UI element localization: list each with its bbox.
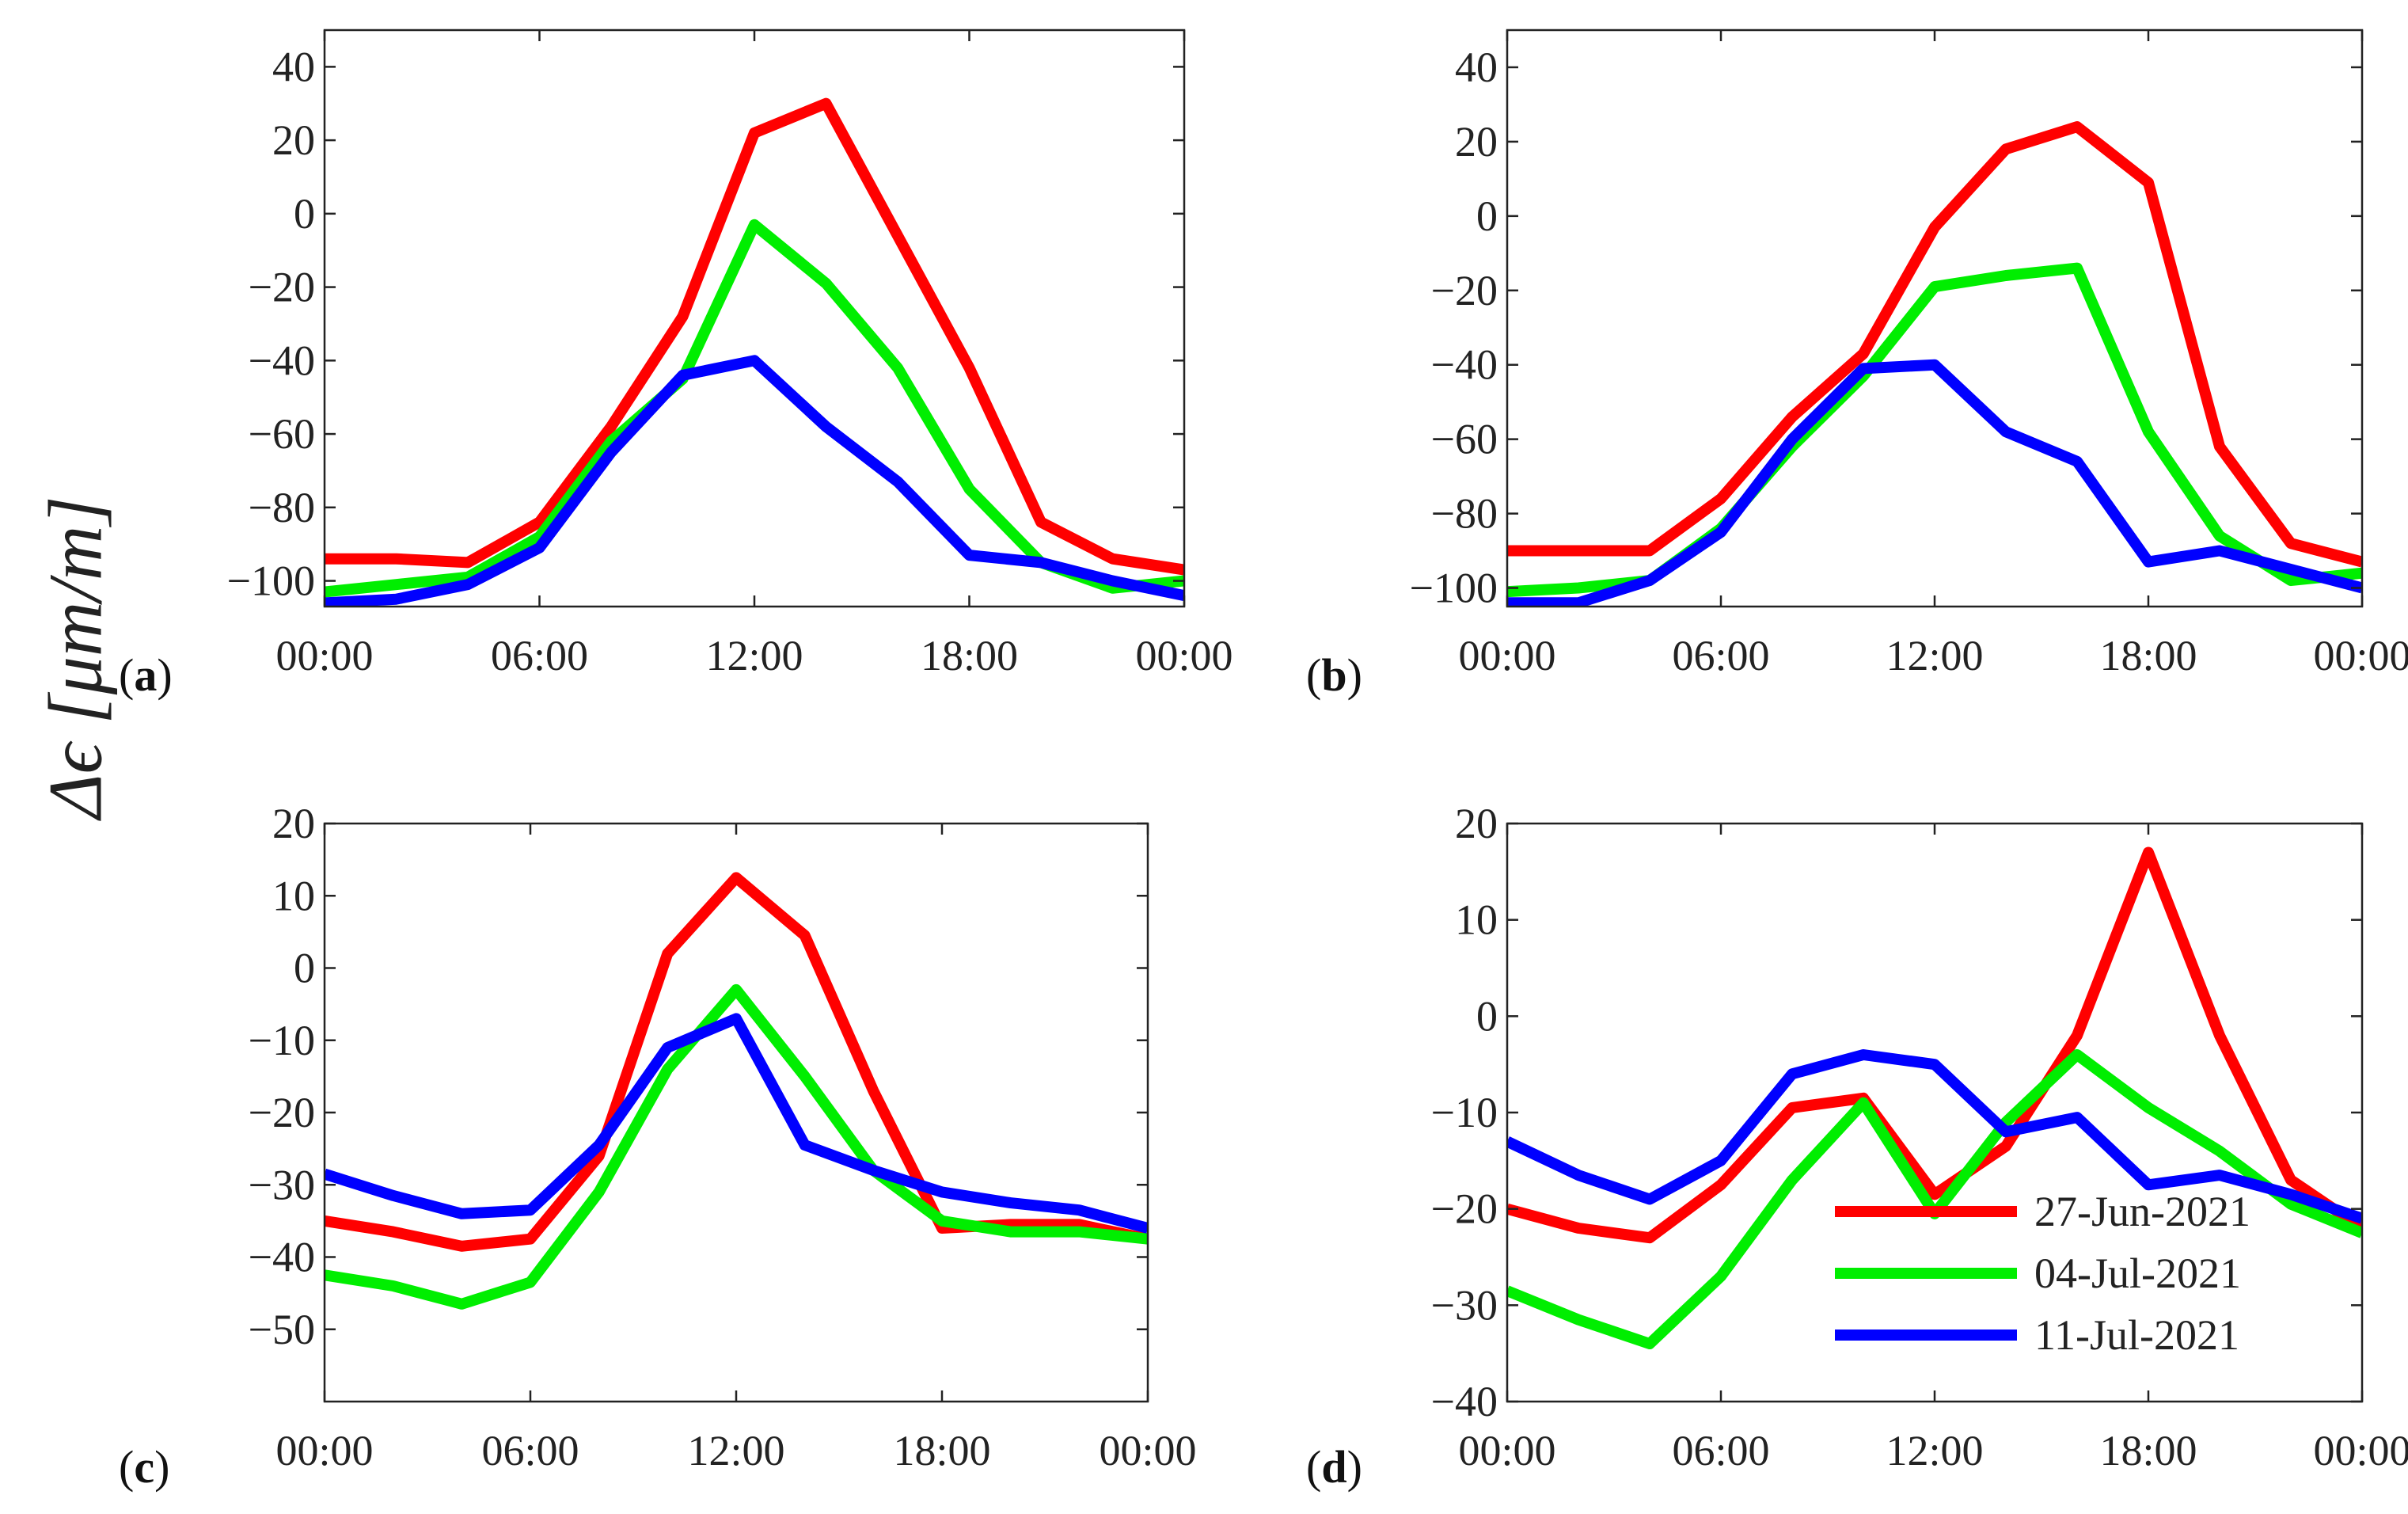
series-line-11-jul-2021: [325, 355, 1184, 607]
panel-label: (c): [119, 1441, 169, 1493]
y-tick-label: −20: [249, 264, 315, 311]
legend-label: 27-Jun-2021: [2034, 1188, 2250, 1235]
chart-panel-4: 00:00 06:00 12:00 18:00 00:00−40−30−20−10010…: [1306, 800, 2408, 1493]
series-line-04-jul-2021: [325, 219, 1184, 598]
panel-label: (a): [119, 649, 173, 701]
shared-ylabel: Δϵ [μm/m]: [32, 496, 118, 819]
series-line-27-jun-2021: [325, 97, 1184, 576]
y-tick-label: −80: [1431, 490, 1498, 538]
x-tick-label: 18:00: [2099, 632, 2197, 679]
y-tick-label: −40: [1431, 341, 1498, 389]
y-tick-label: −100: [1410, 565, 1498, 612]
y-tick-label: −40: [249, 1234, 315, 1281]
x-tick-label: 06:00: [1672, 1427, 1769, 1474]
legend-label: 04-Jul-2021: [2034, 1250, 2241, 1297]
x-tick-label: 12:00: [1886, 1427, 1983, 1474]
x-tick-label: 00:00: [1099, 1427, 1196, 1474]
x-tick-label: 00:00: [1458, 1427, 1555, 1474]
y-tick-label: 20: [272, 116, 315, 164]
panel-label: (b): [1306, 649, 1362, 701]
series-line-11-jul-2021: [325, 1013, 1148, 1234]
x-tick-label: 06:00: [481, 1427, 579, 1474]
series-line-27-jun-2021: [1507, 121, 2362, 568]
y-tick-label: 0: [294, 945, 315, 992]
y-tick-label: −60: [1431, 416, 1498, 463]
series-line-04-jul-2021: [325, 983, 1148, 1310]
series-line-27-jun-2021: [325, 872, 1148, 1252]
x-tick-label: 12:00: [687, 1427, 784, 1474]
x-tick-label: 00:00: [275, 1427, 373, 1474]
y-tick-label: 0: [1476, 192, 1498, 240]
y-tick-label: 20: [272, 800, 315, 847]
y-tick-label: −30: [1431, 1281, 1498, 1329]
y-tick-label: −10: [249, 1017, 315, 1064]
y-tick-label: −30: [249, 1161, 315, 1208]
x-tick-label: 06:00: [491, 632, 588, 679]
y-tick-label: −60: [249, 410, 315, 458]
y-tick-label: −100: [227, 557, 315, 605]
y-tick-label: 40: [272, 43, 315, 90]
x-tick-label: 18:00: [921, 632, 1018, 679]
series-line-11-jul-2021: [1507, 1049, 2362, 1224]
y-tick-label: 10: [1455, 896, 1498, 944]
y-tick-label: 20: [1455, 800, 1498, 847]
x-tick-label: 00:00: [1458, 632, 1555, 679]
x-tick-label: 18:00: [2099, 1427, 2197, 1474]
legend: 27-Jun-2021 04-Jul-2021 11-Jul-2021: [1835, 1188, 2250, 1359]
y-tick-label: 10: [272, 872, 315, 919]
series-line-04-jul-2021: [1507, 262, 2362, 598]
y-tick-label: −40: [249, 337, 315, 384]
shared-ylabel-wrap: Δϵ [μm/m]: [24, 372, 127, 942]
y-tick-label: 20: [1455, 118, 1498, 165]
y-tick-label: 0: [294, 190, 315, 238]
y-tick-label: 40: [1455, 44, 1498, 91]
chart-panel-2: 00:00 06:00 12:00 18:00 00:00 −100 −80 −60 −40 −2…: [1306, 29, 2408, 701]
x-tick-label: 00:00: [2313, 1427, 2408, 1474]
x-tick-label: 18:00: [893, 1427, 990, 1474]
y-tick-label: −50: [249, 1306, 315, 1353]
axes-frame: [1506, 29, 2364, 608]
x-tick-label: 12:00: [705, 632, 803, 679]
legend-label: 11-Jul-2021: [2034, 1311, 2239, 1359]
panel-label: (d): [1306, 1441, 1362, 1493]
y-tick-label: −80: [249, 484, 315, 531]
y-tick-label: −40: [1431, 1378, 1498, 1425]
y-tick-label: −20: [1431, 267, 1498, 314]
x-tick-label: 00:00: [275, 632, 373, 679]
chart-panel-1: 00:00 06:00 12:00 18:00 00:00 −100 −80 −60 −40 −2…: [119, 29, 1233, 701]
y-tick-label: −20: [1431, 1185, 1498, 1233]
x-tick-label: 00:00: [1135, 632, 1232, 679]
x-tick-label: 06:00: [1672, 632, 1769, 679]
x-tick-label: 00:00: [2313, 632, 2408, 679]
series-line-27-jun-2021: [1507, 846, 2362, 1244]
chart-panel-3: 00:00 06:00 12:00 18:00 00:00 −50 −40 −30 −20 −10…: [119, 800, 1197, 1493]
y-tick-label: −10: [1431, 1089, 1498, 1136]
axes-frame: [323, 29, 1186, 608]
y-tick-label: 0: [1476, 992, 1498, 1040]
x-tick-label: 12:00: [1886, 632, 1983, 679]
series-line-11-jul-2021: [1507, 359, 2362, 607]
y-tick-label: −20: [249, 1089, 315, 1136]
axes-frame: [323, 822, 1149, 1403]
